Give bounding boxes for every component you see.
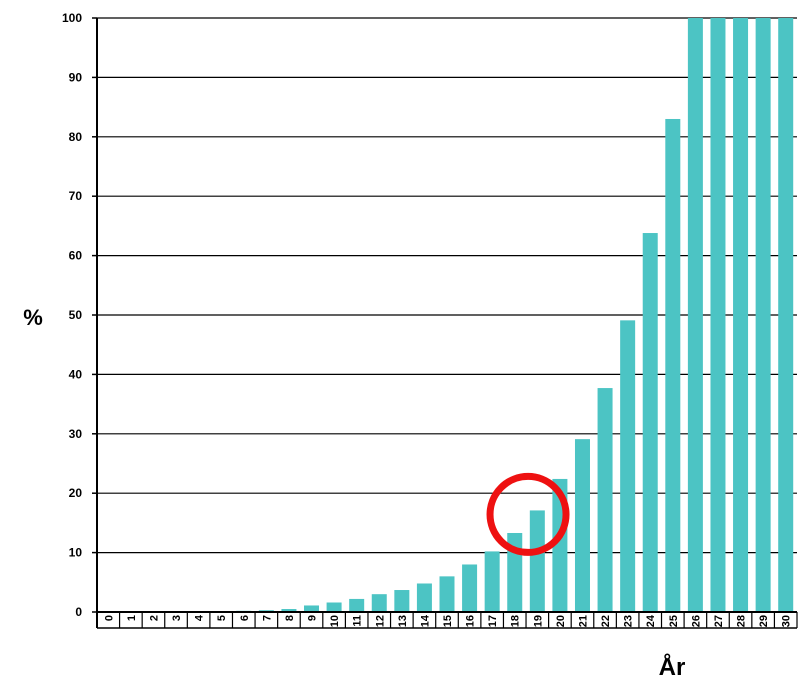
- bar: [394, 590, 410, 612]
- x-tick-label: 9: [307, 615, 319, 621]
- bar: [665, 118, 681, 612]
- y-tick-label: 10: [69, 546, 83, 560]
- bar: [755, 18, 771, 612]
- bar: [597, 388, 613, 612]
- bar: [281, 609, 297, 612]
- bar: [620, 320, 636, 612]
- y-tick-label: 20: [69, 486, 83, 500]
- x-tick-label: 29: [758, 615, 770, 627]
- x-tick-label: 2: [148, 615, 160, 621]
- bar: [574, 439, 590, 612]
- bar: [529, 510, 545, 612]
- y-axis-label: %: [23, 305, 43, 330]
- bar: [439, 576, 455, 612]
- x-tick-label: 16: [465, 615, 477, 627]
- x-tick-label: 5: [216, 615, 228, 621]
- x-tick-label: 7: [261, 615, 273, 621]
- x-tick-label: 10: [329, 615, 341, 627]
- x-tick-label: 20: [555, 615, 567, 627]
- x-tick-labels: 0 1 2 3 4 5 6 7 8 9 10 11 12 13 14 15 16 17 18 19 20 21 22 23 24…: [103, 614, 792, 627]
- x-tick-label: 19: [532, 615, 544, 627]
- x-tick-label: 28: [736, 615, 748, 627]
- x-axis-label: År: [659, 653, 686, 678]
- highlight-circle: [486, 472, 570, 556]
- x-tick-label: 3: [171, 615, 183, 621]
- x-tick-label: 22: [600, 615, 612, 627]
- bar: [304, 605, 320, 612]
- bar: [778, 18, 794, 612]
- x-tick-label: 15: [442, 615, 454, 627]
- y-tick-label: 40: [69, 367, 83, 381]
- x-tick-label: 11: [352, 615, 364, 627]
- x-tick-label: 17: [487, 615, 499, 627]
- y-tick-label: 60: [69, 249, 83, 263]
- x-tick-label: 14: [419, 614, 431, 627]
- x-tick-label: 27: [713, 615, 725, 627]
- y-tick-label: 0: [75, 605, 82, 619]
- y-tick-label: 100: [62, 11, 82, 25]
- bar: [416, 583, 432, 612]
- axes: [92, 17, 798, 629]
- x-tick-label: 1: [126, 615, 138, 621]
- x-tick-label: 24: [645, 614, 657, 627]
- highlight-circle-shape: [486, 472, 570, 556]
- x-tick-label: 13: [397, 615, 409, 627]
- x-tick-label: 4: [194, 614, 206, 621]
- x-tick-label: 23: [623, 615, 635, 627]
- bar: [326, 602, 342, 612]
- y-tick-label: 50: [69, 308, 83, 322]
- x-tick-label: 0: [103, 615, 115, 621]
- y-tick-label: 30: [69, 427, 83, 441]
- x-tick-label: 8: [284, 615, 296, 621]
- y-tick-label: 70: [69, 189, 83, 203]
- x-tick-label: 18: [510, 615, 522, 627]
- bar: [371, 594, 387, 612]
- gridlines: [97, 17, 797, 613]
- bar: [349, 598, 365, 612]
- bar: [462, 564, 478, 612]
- bar: [484, 551, 500, 612]
- bars: [236, 18, 794, 612]
- x-tick-label: 26: [690, 615, 702, 627]
- x-tick-label: 21: [577, 615, 589, 627]
- x-tick-label: 25: [668, 615, 680, 627]
- y-tick-label: 90: [69, 70, 83, 84]
- bar: [687, 18, 703, 612]
- x-tick-label: 30: [781, 615, 793, 627]
- x-tick-label: 6: [239, 615, 251, 621]
- bar: [733, 18, 749, 612]
- bar: [642, 233, 658, 612]
- y-tick-label: 80: [69, 130, 83, 144]
- bar: [710, 18, 726, 612]
- y-tick-labels: 0 10 20 30 40 50 60 70 80 90 100: [62, 11, 82, 619]
- x-tick-label: 12: [374, 615, 386, 627]
